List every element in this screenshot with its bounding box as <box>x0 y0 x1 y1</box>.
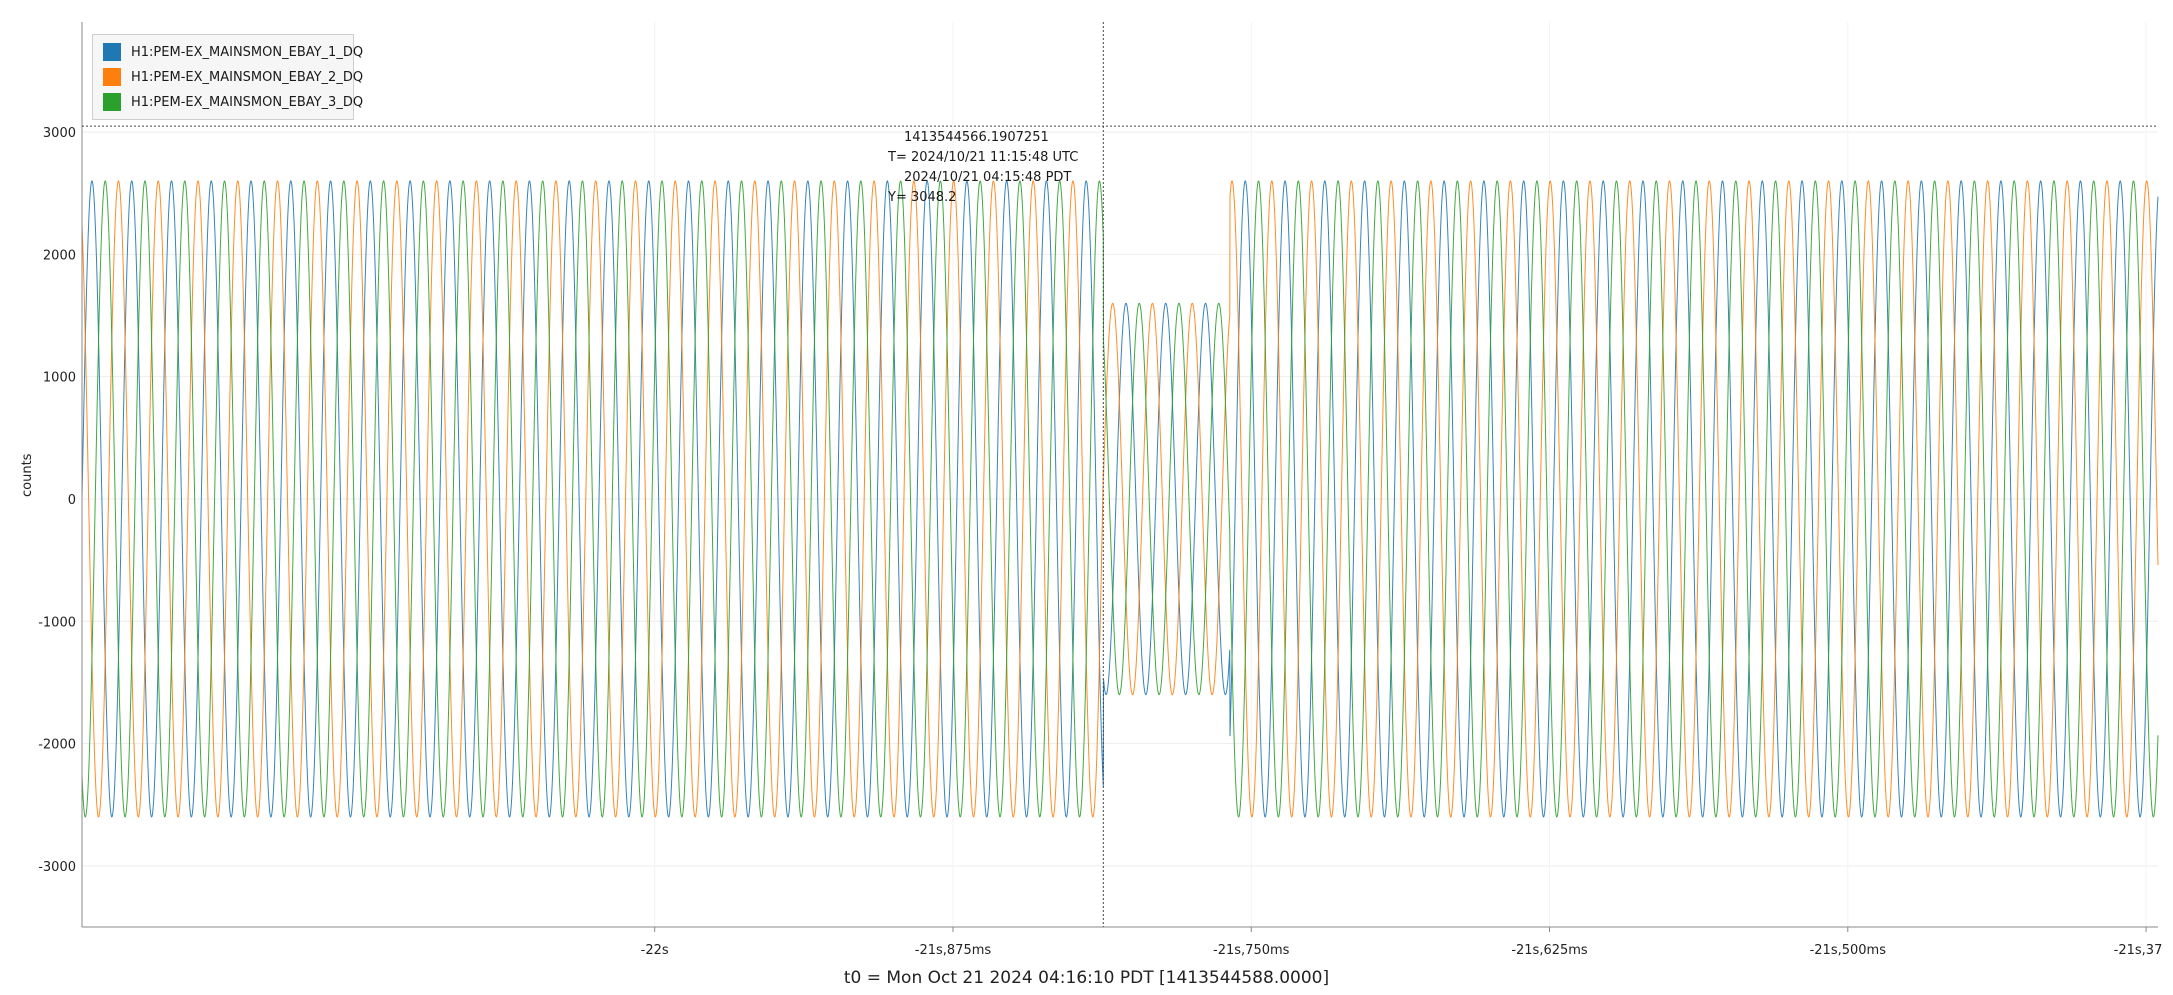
cursor-readout: 1413544566.1907251 T= 2024/10/21 11:15:4… <box>888 128 1078 208</box>
x-tick-label: -22s <box>641 943 669 958</box>
series-line-3 <box>81 180 2159 818</box>
x-tick-label: -21s,750ms <box>1213 943 1290 958</box>
legend: H1:PEM-EX_MAINSMON_EBAY_1_DQ H1:PEM-EX_M… <box>92 34 363 120</box>
legend-label-1: H1:PEM-EX_MAINSMON_EBAY_1_DQ <box>131 44 364 60</box>
legend-label-2: H1:PEM-EX_MAINSMON_EBAY_2_DQ <box>131 69 364 85</box>
series-layer <box>81 180 2159 818</box>
cursor-gps-time: 1413544566.1907251 <box>904 130 1049 145</box>
y-tick-label: 2000 <box>43 248 76 263</box>
cursor-local-time: 2024/10/21 04:15:48 PDT <box>904 170 1072 185</box>
y-tick-label: -1000 <box>38 615 76 630</box>
y-axis-label: counts <box>20 453 35 497</box>
axes: 3000 2000 1000 0 -1000 -2000 -3000 -22s -21s,875… <box>38 22 2162 958</box>
y-tick-label: 0 <box>68 493 76 508</box>
x-tick-label: -21s,875ms <box>915 943 992 958</box>
legend-swatch-3 <box>103 93 121 111</box>
series-line-1 <box>81 180 2159 818</box>
x-tick-label: -21s,500ms <box>1810 943 1887 958</box>
legend-item-1[interactable]: H1:PEM-EX_MAINSMON_EBAY_1_DQ <box>103 41 363 63</box>
y-tick-label: -2000 <box>38 738 76 753</box>
x-tick-label: -21s,37 <box>2114 943 2163 958</box>
y-tick-label: 1000 <box>43 371 76 386</box>
cursor-y-value: Y= 3048.2 <box>888 190 957 205</box>
legend-swatch-1 <box>103 43 121 61</box>
legend-swatch-2 <box>103 68 121 86</box>
legend-label-3: H1:PEM-EX_MAINSMON_EBAY_3_DQ <box>131 94 364 110</box>
t0-footer: t0 = Mon Oct 21 2024 04:16:10 PDT [14135… <box>843 968 1330 988</box>
y-tick-label: -3000 <box>38 860 76 875</box>
series-line-2 <box>81 180 2159 818</box>
legend-item-3[interactable]: H1:PEM-EX_MAINSMON_EBAY_3_DQ <box>103 91 363 113</box>
crosshair-cursor <box>82 22 2158 927</box>
x-tick-label: -21s,625ms <box>1511 943 1588 958</box>
cursor-utc-time: T= 2024/10/21 11:15:48 UTC <box>888 150 1079 165</box>
legend-item-2[interactable]: H1:PEM-EX_MAINSMON_EBAY_2_DQ <box>103 66 363 88</box>
y-tick-label: 3000 <box>43 126 76 141</box>
